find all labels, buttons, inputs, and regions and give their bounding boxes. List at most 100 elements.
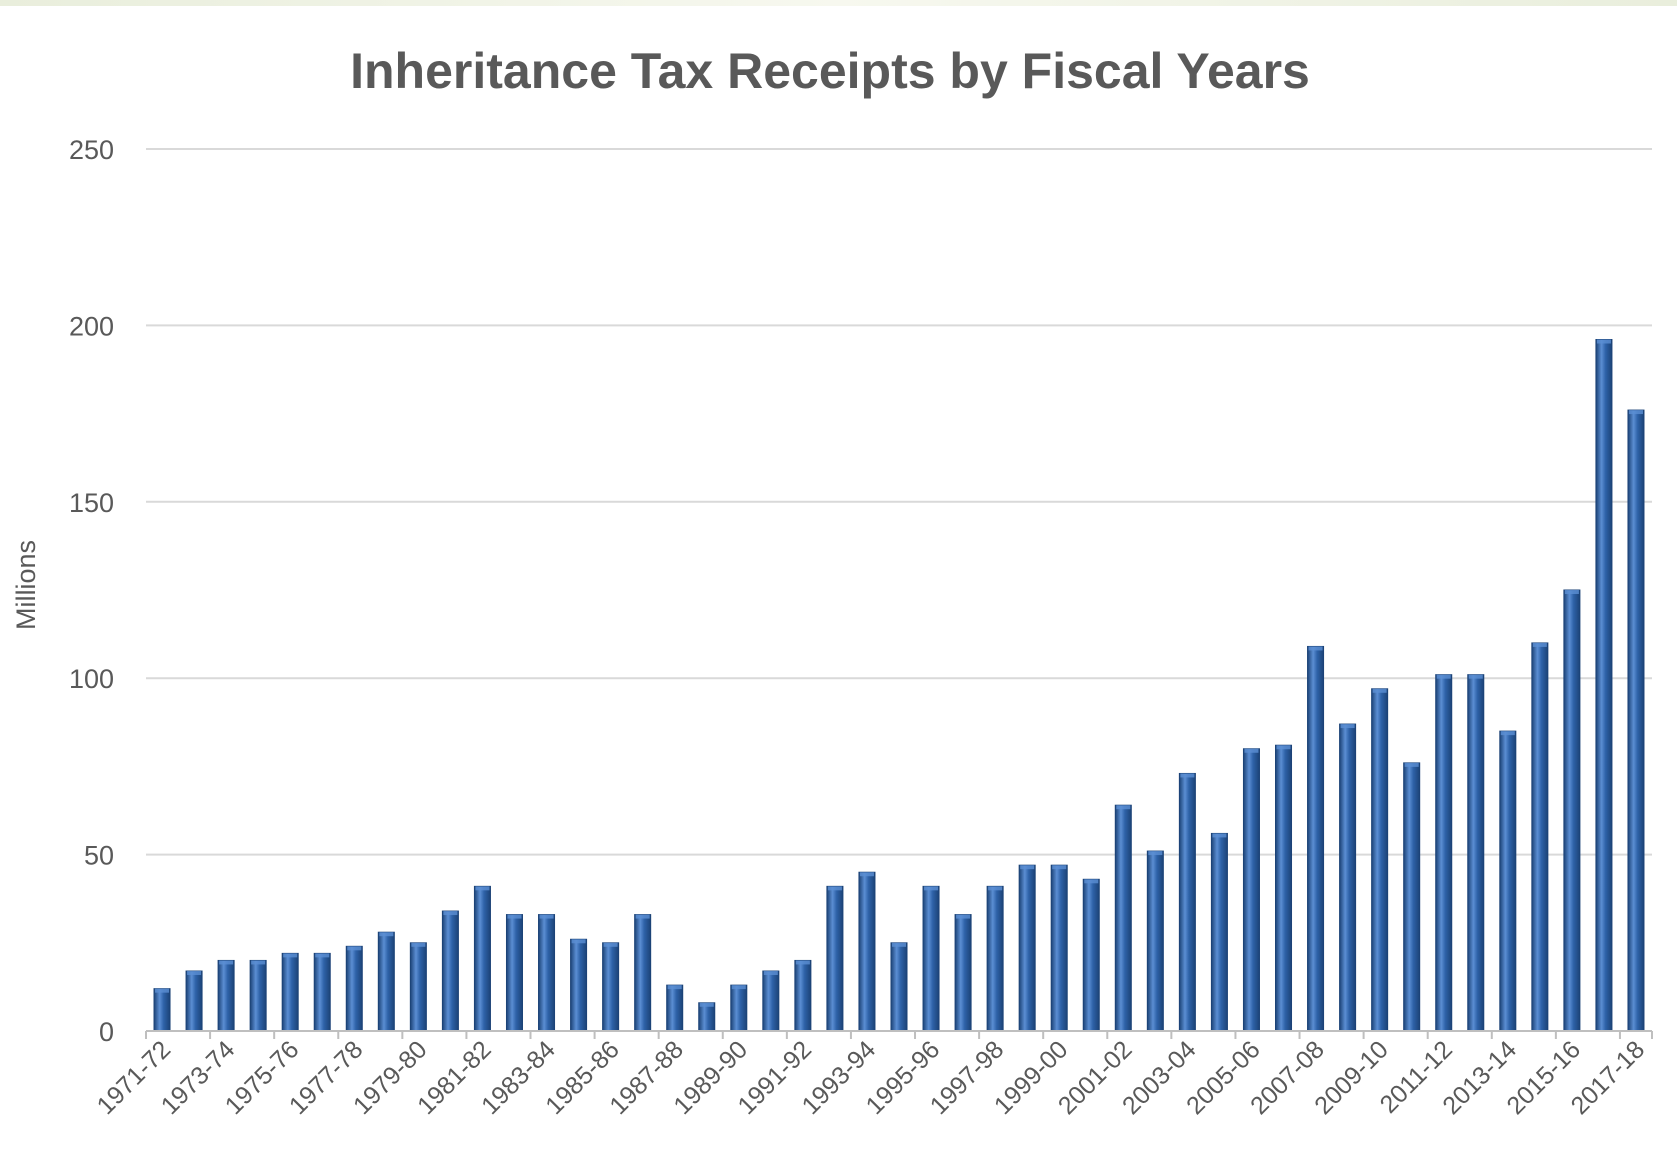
bar-cap bbox=[1404, 762, 1419, 767]
bar bbox=[1627, 409, 1645, 1032]
bar bbox=[1018, 864, 1036, 1032]
bar-cap bbox=[219, 960, 234, 965]
bar bbox=[1531, 642, 1549, 1032]
bar-cap bbox=[411, 942, 426, 947]
bar-cap bbox=[1244, 748, 1259, 753]
y-tick-label: 250 bbox=[69, 135, 114, 165]
bar-cap bbox=[859, 872, 874, 877]
bar bbox=[345, 945, 363, 1032]
bar bbox=[1339, 723, 1357, 1032]
bar bbox=[185, 970, 203, 1032]
bar-cap bbox=[379, 932, 394, 937]
bar-cap bbox=[1628, 410, 1643, 415]
bar-cap bbox=[699, 1002, 714, 1007]
bar-cap bbox=[603, 942, 618, 947]
bar bbox=[441, 910, 459, 1032]
bar bbox=[570, 938, 588, 1032]
bar-cap bbox=[1212, 833, 1227, 838]
bar-cap bbox=[251, 960, 266, 965]
bar-cap bbox=[1468, 674, 1483, 679]
bar bbox=[1403, 762, 1421, 1032]
bar-cap bbox=[988, 886, 1003, 891]
bar bbox=[794, 959, 812, 1032]
bar-cap bbox=[1372, 688, 1387, 693]
bar bbox=[1178, 772, 1196, 1032]
bar-cap bbox=[731, 985, 746, 990]
bar bbox=[505, 914, 524, 1032]
bar-cap bbox=[891, 942, 907, 947]
bar bbox=[698, 1002, 716, 1032]
y-tick-label: 100 bbox=[69, 664, 114, 694]
bar-cap bbox=[475, 886, 490, 891]
bar bbox=[1563, 589, 1581, 1032]
bar bbox=[1114, 804, 1132, 1032]
bar bbox=[1082, 878, 1100, 1032]
bar-cap bbox=[1596, 339, 1611, 344]
bar bbox=[1371, 688, 1389, 1032]
bar-cap bbox=[1276, 745, 1291, 750]
bar-cap bbox=[1532, 642, 1547, 647]
bar bbox=[153, 988, 171, 1032]
bar bbox=[538, 914, 556, 1032]
bar bbox=[858, 871, 876, 1032]
bar bbox=[409, 942, 427, 1032]
bar-cap bbox=[347, 946, 362, 951]
bar-cap bbox=[539, 914, 554, 919]
bar bbox=[730, 984, 748, 1032]
bar-cap bbox=[187, 971, 202, 976]
bar bbox=[1275, 744, 1293, 1032]
bar bbox=[1307, 645, 1325, 1032]
bar bbox=[762, 970, 780, 1032]
bar bbox=[217, 959, 235, 1032]
bar-cap bbox=[1308, 646, 1323, 651]
bar-cap bbox=[956, 914, 971, 919]
top-decorative-strip bbox=[0, 0, 1677, 6]
bar-cap bbox=[155, 988, 170, 993]
chart-title: Inheritance Tax Receipts by Fiscal Years bbox=[350, 43, 1310, 99]
bar bbox=[922, 885, 940, 1032]
bar bbox=[1467, 674, 1485, 1032]
bars bbox=[153, 339, 1645, 1032]
bar-cap bbox=[763, 971, 778, 976]
bar bbox=[954, 914, 972, 1032]
bar bbox=[281, 952, 299, 1032]
bar bbox=[634, 914, 652, 1032]
y-tick-label: 0 bbox=[99, 1017, 114, 1047]
bar-cap bbox=[1180, 773, 1195, 778]
bar bbox=[1146, 850, 1164, 1032]
bar-cap bbox=[283, 953, 298, 958]
bar-cap bbox=[827, 886, 842, 891]
bar bbox=[826, 885, 844, 1032]
bar bbox=[249, 959, 267, 1032]
bar-cap bbox=[1564, 590, 1579, 594]
y-tick-label: 50 bbox=[84, 841, 114, 871]
y-axis-label: Millions bbox=[11, 540, 41, 630]
bar-cap bbox=[1148, 851, 1163, 856]
bar bbox=[377, 931, 395, 1032]
y-tick-label: 200 bbox=[69, 311, 114, 341]
x-axis-labels: 1971-721973-741975-761977-781979-801981-… bbox=[92, 1035, 1651, 1120]
bar bbox=[890, 942, 908, 1032]
bar bbox=[1242, 748, 1260, 1032]
y-axis-ticks: 0 50 100 150 200 250 bbox=[69, 135, 114, 1047]
bar-cap bbox=[795, 960, 810, 965]
bar-cap bbox=[924, 886, 939, 891]
bar bbox=[473, 885, 491, 1032]
bar-cap bbox=[1340, 724, 1355, 729]
bar-cap bbox=[1436, 674, 1451, 679]
bar-cap bbox=[571, 939, 586, 944]
bar-cap bbox=[315, 953, 330, 958]
bar bbox=[1210, 832, 1228, 1032]
bar-cap bbox=[507, 914, 522, 919]
bar bbox=[1435, 674, 1453, 1032]
bar-cap bbox=[1052, 865, 1067, 870]
bar bbox=[1595, 339, 1613, 1032]
bar-cap bbox=[635, 914, 650, 919]
bar bbox=[986, 885, 1004, 1032]
bar-cap bbox=[667, 985, 682, 990]
bar bbox=[602, 942, 620, 1032]
bar-cap bbox=[1020, 865, 1035, 870]
bar-cap bbox=[1500, 731, 1515, 736]
